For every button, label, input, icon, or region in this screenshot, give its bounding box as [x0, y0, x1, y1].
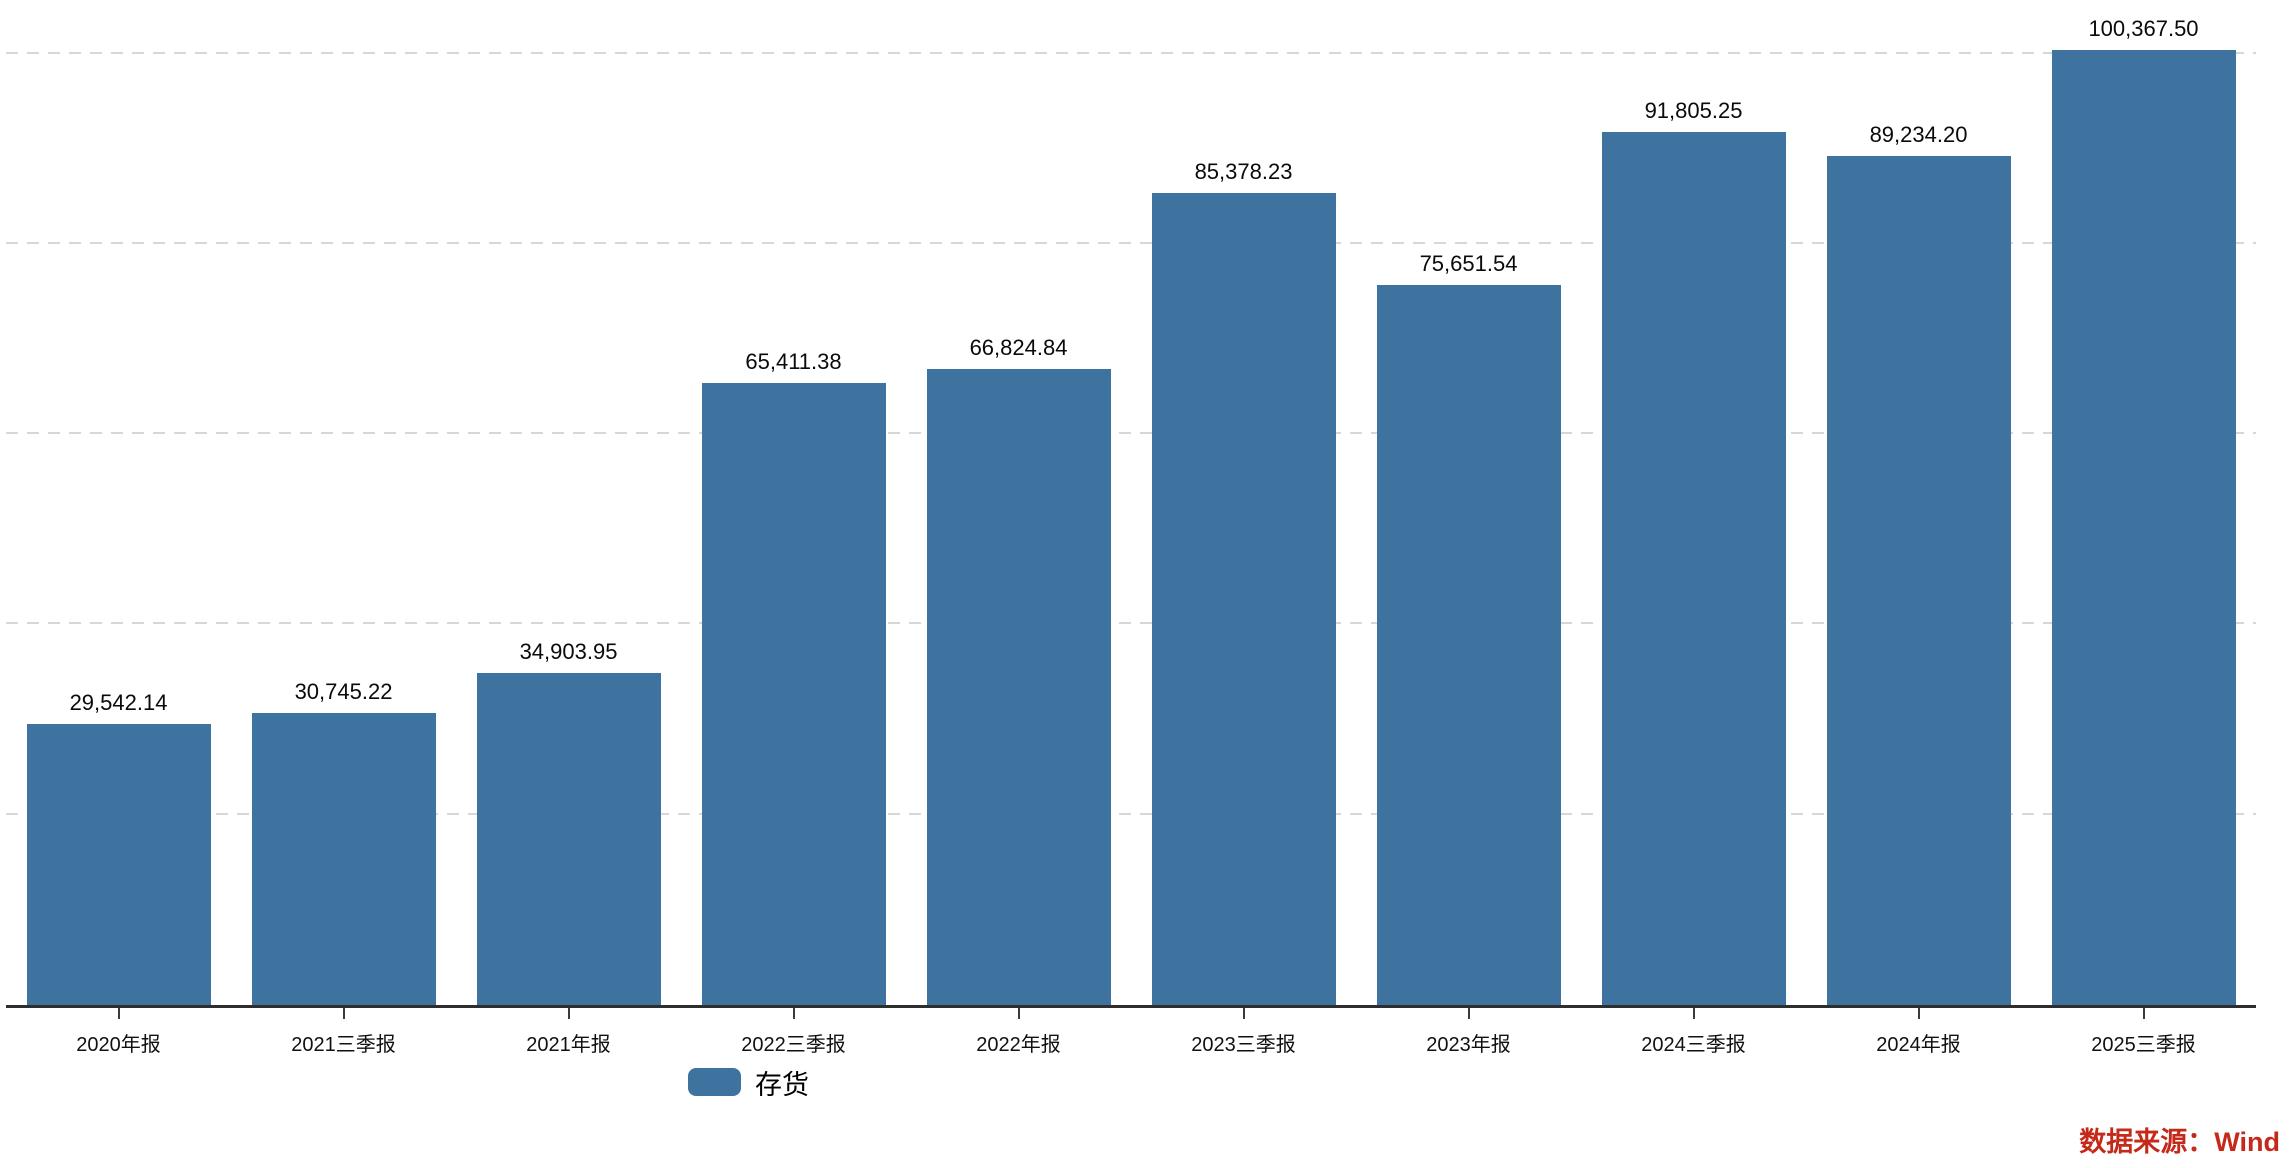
x-axis-label: 2024年报: [1876, 1034, 1961, 1056]
bar-value-label: 30,745.22: [294, 678, 393, 704]
axis-tick: [1692, 1008, 1695, 1019]
x-axis: 2020年报 2021三季报 2021年报 2022三季报 2022年报 2023三季报 2…: [6, 1008, 2256, 1060]
x-axis-label: 2022年报: [976, 1034, 1061, 1056]
bar[interactable]: [251, 712, 436, 1005]
axis-tick: [117, 1008, 120, 1019]
legend[interactable]: 存货: [688, 1062, 809, 1102]
x-axis-label: 2020年报: [76, 1034, 161, 1056]
bar-value-label: 91,805.25: [1644, 97, 1743, 123]
plot-area: 29,542.14 30,745.22 34,903.95 65,411.38 66,8…: [6, 0, 2256, 1008]
x-axis-label: 2024三季报: [1641, 1034, 1746, 1056]
bar-value-label: 89,234.20: [1869, 121, 1968, 147]
gridline: [6, 241, 2256, 244]
axis-tick: [342, 1008, 345, 1019]
bar[interactable]: [1826, 155, 2011, 1005]
gridline: [6, 51, 2256, 54]
bar-value-label: 29,542.14: [69, 689, 168, 715]
gridline: [6, 622, 2256, 625]
bar[interactable]: [476, 672, 661, 1005]
bar[interactable]: [1376, 285, 1561, 1005]
bar[interactable]: [26, 723, 211, 1005]
bar[interactable]: [2051, 50, 2236, 1005]
axis-tick: [792, 1008, 795, 1019]
data-source-label: 数据来源：Wind: [2079, 1127, 2280, 1157]
axis-tick: [1917, 1008, 1920, 1019]
axis-tick: [1017, 1008, 1020, 1019]
legend-label: 存货: [755, 1069, 809, 1100]
bar-value-label: 75,651.54: [1419, 251, 1518, 277]
axis-tick: [2142, 1008, 2145, 1019]
axis-tick: [1242, 1008, 1245, 1019]
legend-swatch: [688, 1068, 741, 1096]
x-axis-label: 2025三季报: [2091, 1034, 2196, 1056]
bar[interactable]: [1601, 131, 1786, 1005]
x-axis-label: 2022三季报: [741, 1034, 846, 1056]
bar[interactable]: [701, 382, 886, 1005]
bar[interactable]: [1151, 192, 1336, 1005]
bar[interactable]: [926, 369, 1111, 1005]
x-axis-label: 2023三季报: [1191, 1034, 1296, 1056]
bar-value-label: 100,367.50: [2088, 16, 2199, 41]
bar-value-label: 34,903.95: [519, 638, 618, 664]
axis-tick: [1467, 1008, 1470, 1019]
gridline: [6, 432, 2256, 435]
bar-value-label: 65,411.38: [745, 348, 842, 374]
x-axis-label: 2023年报: [1426, 1034, 1511, 1056]
gridline: [6, 812, 2256, 815]
axis-tick: [567, 1008, 570, 1019]
x-axis-label: 2021三季报: [291, 1034, 396, 1056]
bar-value-label: 85,378.23: [1194, 158, 1293, 184]
x-axis-label: 2021年报: [526, 1034, 611, 1056]
bar-value-label: 66,824.84: [969, 335, 1068, 361]
